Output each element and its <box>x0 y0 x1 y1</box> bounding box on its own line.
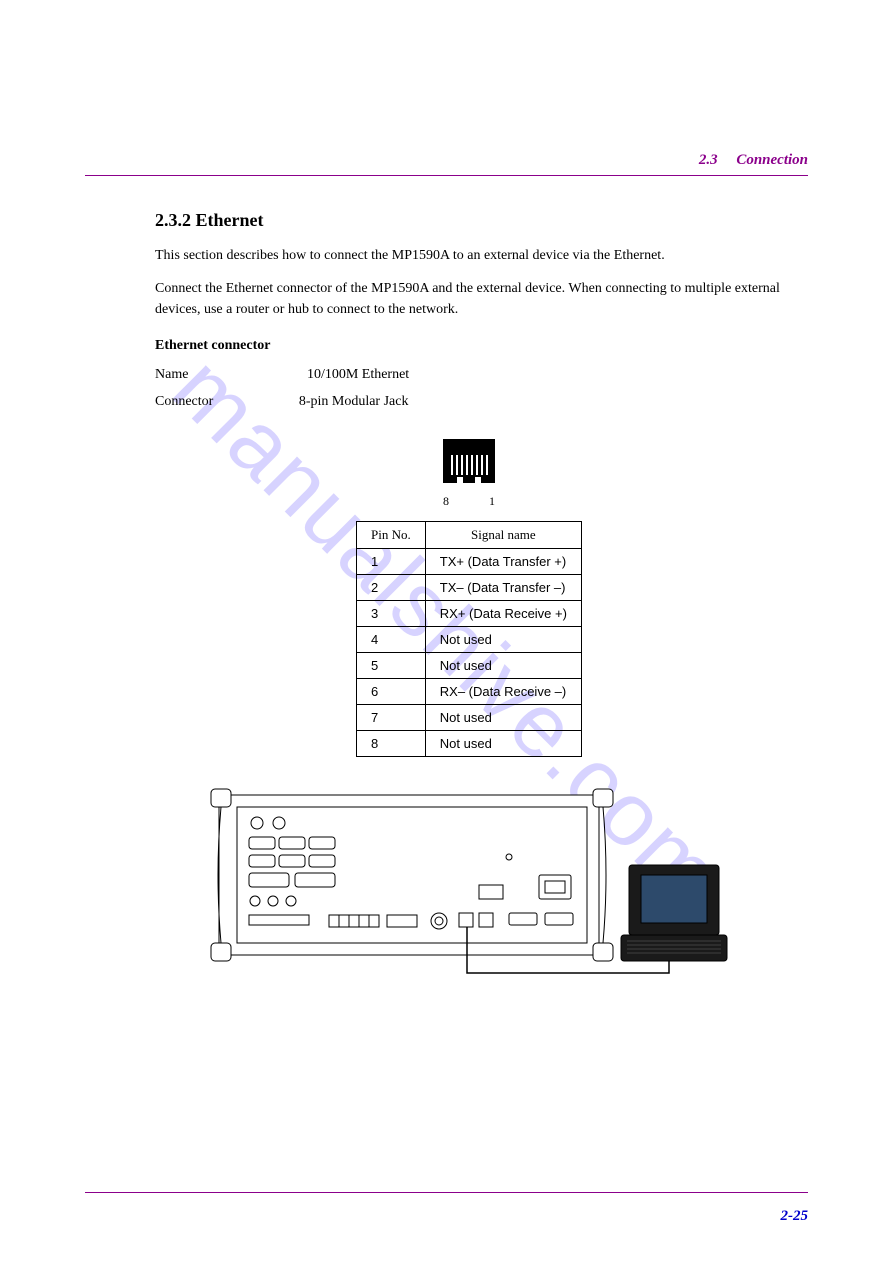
th-signal: Signal name <box>425 522 581 549</box>
paragraph-1: This section describes how to connect th… <box>155 245 783 266</box>
running-header: 2.3 Connection <box>699 152 808 169</box>
cell-pin: 8 <box>357 731 426 757</box>
cell-pin: 2 <box>357 575 426 601</box>
connector-subtitle: Ethernet connector <box>155 338 783 354</box>
th-pin: Pin No. <box>357 522 426 549</box>
table-row: 3RX+ (Data Receive +) <box>357 601 582 627</box>
connector-name-row: Name 10/100M Ethernet <box>155 362 783 389</box>
cell-signal: RX– (Data Receive –) <box>425 679 581 705</box>
paragraph-2: Connect the Ethernet connector of the MP… <box>155 278 783 320</box>
cell-signal: Not used <box>425 705 581 731</box>
label-name: Name <box>155 367 188 382</box>
cell-signal: Not used <box>425 653 581 679</box>
header-rule <box>85 175 808 176</box>
cell-pin: 7 <box>357 705 426 731</box>
table-row: 1TX+ (Data Transfer +) <box>357 549 582 575</box>
cell-pin: 6 <box>357 679 426 705</box>
cell-signal: Not used <box>425 627 581 653</box>
table-header-row: Pin No. Signal name <box>357 522 582 549</box>
table-row: 8Not used <box>357 731 582 757</box>
header-section-num: 2.3 <box>699 152 718 168</box>
pin-label-8: 8 <box>443 494 449 509</box>
cell-signal: RX+ (Data Receive +) <box>425 601 581 627</box>
page-number: 2-25 <box>781 1208 809 1225</box>
table-row: 5Not used <box>357 653 582 679</box>
cell-pin: 1 <box>357 549 426 575</box>
content-area: 2.3.2 Ethernet This section describes ho… <box>155 210 783 990</box>
label-connector: Connector <box>155 394 213 409</box>
pin-label-1: 1 <box>489 494 495 509</box>
section-heading: 2.3.2 Ethernet <box>155 210 783 231</box>
cell-pin: 3 <box>357 601 426 627</box>
connection-diagram <box>155 785 783 990</box>
cell-pin: 4 <box>357 627 426 653</box>
value-name: 10/100M Ethernet <box>307 367 409 382</box>
table-row: 6RX– (Data Receive –) <box>357 679 582 705</box>
device-connection-svg <box>209 785 729 985</box>
cell-signal: Not used <box>425 731 581 757</box>
cell-signal: TX+ (Data Transfer +) <box>425 549 581 575</box>
pin-number-labels: 8 1 <box>155 494 783 509</box>
value-connector: 8-pin Modular Jack <box>299 394 409 409</box>
table-row: 7Not used <box>357 705 582 731</box>
connector-type-row: Connector 8-pin Modular Jack <box>155 389 783 416</box>
table-row: 4Not used <box>357 627 582 653</box>
footer-rule <box>85 1192 808 1193</box>
rj45-icon <box>439 435 499 487</box>
page-container: 2.3 Connection 2.3.2 Ethernet This secti… <box>0 0 893 1263</box>
cell-pin: 5 <box>357 653 426 679</box>
cell-signal: TX– (Data Transfer –) <box>425 575 581 601</box>
rj45-diagram: 8 1 Pin No. Signal name 1TX+ (Data Trans… <box>155 435 783 757</box>
table-row: 2TX– (Data Transfer –) <box>357 575 582 601</box>
header-section-title: Connection <box>736 152 808 168</box>
pinout-table: Pin No. Signal name 1TX+ (Data Transfer … <box>356 521 582 757</box>
